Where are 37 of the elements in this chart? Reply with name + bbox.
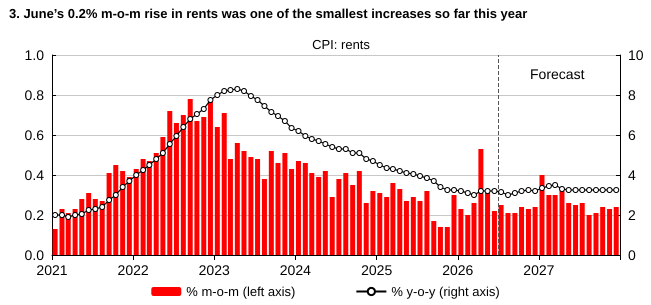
bar [458, 209, 464, 255]
x-tick-label: 2026 [442, 262, 474, 278]
y-tick-label: 1.0 [24, 47, 44, 63]
chart-title: 3. June’s 0.2% m-o-m rise in rents was one of the smallest increases so far this year [9, 6, 528, 21]
x-tick-label: 2024 [280, 262, 312, 278]
bar [52, 229, 58, 255]
bar [370, 191, 376, 255]
y-tick-label: 0.6 [24, 127, 44, 143]
x-tick-label: 2022 [118, 262, 149, 278]
bar [586, 215, 592, 255]
annotation: Forecast [530, 66, 585, 82]
x-tick-label: 2027 [523, 262, 555, 278]
bar [160, 137, 166, 255]
bar [296, 161, 301, 255]
y-tick-label: 0.0 [24, 247, 44, 263]
legend-label: % m-o-m (left axis) [186, 284, 296, 299]
bar [424, 191, 430, 255]
bar [194, 121, 200, 255]
x-tick-label: 2021 [36, 262, 68, 278]
x-tick-label: 2025 [361, 262, 392, 278]
y2-tick-label: 4 [628, 167, 636, 183]
y-tick-label: 0.8 [24, 87, 44, 103]
bar [540, 175, 544, 255]
bar [336, 179, 342, 255]
y2-tick-label: 2 [628, 207, 636, 223]
legend-label: % y-o-y (right axis) [391, 284, 500, 299]
y2-tick-label: 6 [628, 127, 636, 143]
bar [262, 179, 267, 255]
y-tick-label: 0.4 [24, 167, 44, 183]
bar [506, 213, 510, 255]
y2-tick-label: 10 [628, 47, 644, 63]
bar [106, 173, 112, 255]
y-tick-label: 0.2 [24, 207, 44, 223]
y2-tick-label: 0 [628, 247, 636, 263]
chart-subtitle: CPI: rents [312, 37, 370, 52]
x-tick-label: 2023 [198, 262, 230, 278]
y2-tick-label: 8 [628, 87, 636, 103]
